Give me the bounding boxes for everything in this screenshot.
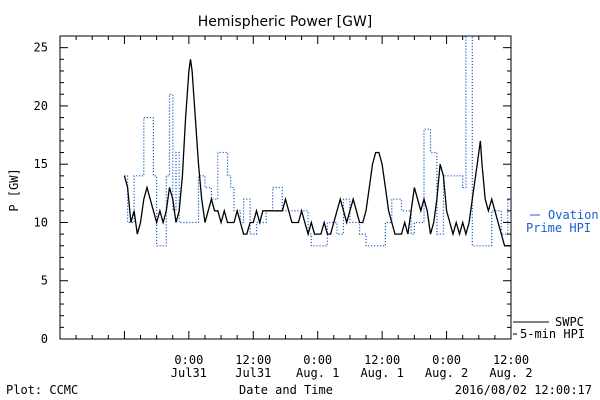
y-axis: 0 5 10 15 20 25 (34, 35, 511, 346)
legend: Ovation Prime HPI SWPC 5-min HPI (513, 208, 599, 341)
x-tick-label-time: 12:00 (364, 353, 400, 367)
footer-timestamp: 2016/08/02 12:00:17 (455, 383, 592, 397)
x-tick-label-time: 12:00 (493, 353, 529, 367)
y-tick-label: 10 (34, 215, 48, 229)
x-tick-label-date: Aug. 2 (425, 366, 468, 380)
footer-credit: Plot: CCMC (6, 383, 78, 397)
y-tick-label: 5 (41, 274, 48, 288)
series-swpc-5min-hpi (123, 59, 511, 247)
series-layer (123, 35, 511, 247)
x-tick-label-date: Aug. 1 (360, 366, 403, 380)
y-tick-label: 15 (34, 157, 48, 171)
x-tick-label-date: Jul31 (171, 366, 207, 380)
x-tick-label-time: 0:00 (303, 353, 332, 367)
x-tick-label-time: 0:00 (174, 353, 203, 367)
y-axis-title: P [GW] (7, 168, 21, 211)
legend-swpc-line1: SWPC (555, 315, 584, 329)
legend-ovation-line1: Ovation (548, 208, 599, 222)
x-tick-label-date: Aug. 2 (489, 366, 532, 380)
legend-ovation-line2: Prime HPI (526, 221, 591, 235)
x-tick-label-time: 0:00 (432, 353, 461, 367)
x-axis-label: Date and Time (239, 383, 333, 397)
y-axis-label: P [GW] (7, 168, 21, 211)
y-tick-label: 25 (34, 41, 48, 55)
x-tick-label-date: Aug. 1 (296, 366, 339, 380)
y-tick-label: 20 (34, 99, 48, 113)
x-tick-label-time: 12:00 (235, 353, 271, 367)
y-tick-label: 0 (41, 332, 48, 346)
series-ovation-prime-hpi (124, 35, 511, 247)
legend-swpc-line2: 5-min HPI (520, 327, 585, 341)
x-tick-label-date: Jul31 (235, 366, 271, 380)
chart-title: Hemispheric Power [GW] (198, 14, 373, 30)
